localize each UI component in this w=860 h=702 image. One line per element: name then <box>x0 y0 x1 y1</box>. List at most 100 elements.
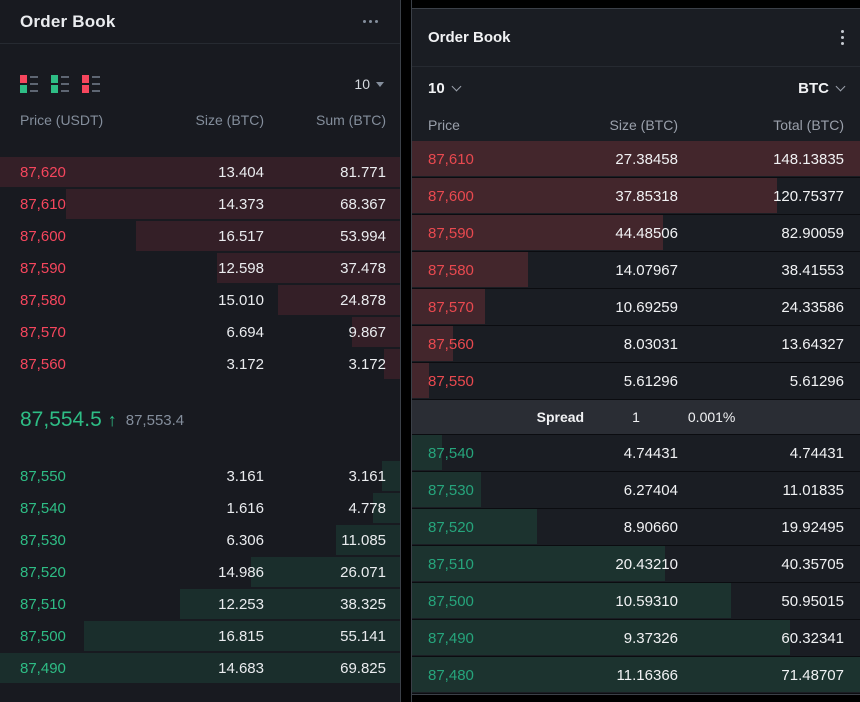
ask-row[interactable]: 87,560 3.172 3.172 <box>0 348 400 380</box>
size-cell: 14.373 <box>218 195 264 213</box>
sum-cell: 24.33586 <box>781 298 844 316</box>
order-book-layout-asks-icon[interactable] <box>82 75 100 93</box>
price-cell: 87,590 <box>20 259 66 277</box>
ask-row[interactable]: 87,580 14.07967 38.41553 <box>412 252 860 289</box>
ask-row[interactable]: 87,600 16.517 53.994 <box>0 220 400 252</box>
depth-bar <box>0 653 400 683</box>
size-cell: 6.306 <box>226 531 264 549</box>
price-cell: 87,520 <box>20 563 66 581</box>
depth-bar <box>412 657 860 692</box>
depth-dropdown[interactable]: 10 <box>428 80 462 97</box>
size-cell: 6.694 <box>226 323 264 341</box>
size-cell: 44.48506 <box>615 224 678 242</box>
size-cell: 1.616 <box>226 499 264 517</box>
precision-dropdown[interactable]: 10 <box>354 76 384 92</box>
bid-row[interactable]: 87,530 6.27404 11.01835 <box>412 472 860 509</box>
depth-bar <box>412 289 486 324</box>
depth-bar <box>136 221 400 251</box>
bid-row[interactable]: 87,540 4.74431 4.74431 <box>412 435 860 472</box>
ask-row[interactable]: 87,590 12.598 37.478 <box>0 252 400 284</box>
right-column-headers: Price Size (BTC) Total (BTC) <box>412 109 860 141</box>
spread-label: Spread <box>536 409 585 425</box>
size-column-header: Size (BTC) <box>609 117 678 133</box>
sum-cell: 11.01835 <box>782 481 844 499</box>
ask-row[interactable]: 87,550 5.61296 5.61296 <box>412 363 860 400</box>
price-cell: 87,520 <box>428 518 474 536</box>
more-options-icon[interactable] <box>361 16 380 27</box>
sum-cell: 81.771 <box>340 163 386 181</box>
chevron-down-icon <box>376 81 384 87</box>
sum-cell: 4.74431 <box>789 444 844 462</box>
size-cell: 27.38458 <box>615 150 678 168</box>
bid-row[interactable]: 87,500 16.815 55.141 <box>0 620 400 652</box>
ask-row[interactable]: 87,620 13.404 81.771 <box>0 156 400 188</box>
depth-bar <box>412 472 481 507</box>
price-cell: 87,550 <box>428 372 474 390</box>
bid-row[interactable]: 87,520 14.986 26.071 <box>0 556 400 588</box>
sum-cell: 55.141 <box>340 627 386 645</box>
left-column-headers: Price (USDT) Size (BTC) Sum (BTC) <box>0 100 400 140</box>
sum-cell: 68.367 <box>340 195 386 213</box>
unit-dropdown[interactable]: BTC <box>798 80 846 97</box>
price-cell: 87,590 <box>428 224 474 242</box>
order-book-layout-both-icon[interactable] <box>20 75 38 93</box>
bid-row[interactable]: 87,530 6.306 11.085 <box>0 524 400 556</box>
ask-row[interactable]: 87,600 37.85318 120.75377 <box>412 178 860 215</box>
size-cell: 12.253 <box>218 595 264 613</box>
size-cell: 8.90660 <box>623 518 678 536</box>
price-cell: 87,530 <box>20 531 66 549</box>
order-book-panel-left: Order Book <box>0 0 400 702</box>
kebab-menu-icon[interactable] <box>835 28 850 47</box>
price-cell: 87,490 <box>20 659 66 677</box>
price-cell: 87,580 <box>20 291 66 309</box>
price-cell: 87,540 <box>20 499 66 517</box>
price-cell: 87,570 <box>20 323 66 341</box>
panel-title: Order Book <box>20 11 116 31</box>
order-book-layout-bids-icon[interactable] <box>51 75 69 93</box>
ask-row[interactable]: 87,570 10.69259 24.33586 <box>412 289 860 326</box>
ask-row[interactable]: 87,560 8.03031 13.64327 <box>412 326 860 363</box>
depth-bar <box>412 363 430 398</box>
price-up-arrow-icon: ↑ <box>107 409 117 430</box>
bid-row[interactable]: 87,480 11.16366 71.48707 <box>412 657 860 694</box>
bid-row[interactable]: 87,520 8.90660 19.92495 <box>412 509 860 546</box>
depth-bar <box>412 546 666 581</box>
size-cell: 10.59310 <box>615 592 678 610</box>
bid-row[interactable]: 87,550 3.161 3.161 <box>0 460 400 492</box>
bid-row[interactable]: 87,510 12.253 38.325 <box>0 588 400 620</box>
ask-row[interactable]: 87,610 27.38458 148.13835 <box>412 141 860 178</box>
bid-row[interactable]: 87,540 1.616 4.778 <box>0 492 400 524</box>
spread-value: 1 <box>632 409 640 425</box>
sum-cell: 37.478 <box>340 259 386 277</box>
last-price-bar[interactable]: 87,554.5 ↑ 87,553.4 <box>0 380 400 460</box>
bid-row[interactable]: 87,500 10.59310 50.95015 <box>412 583 860 620</box>
ask-row[interactable]: 87,580 15.010 24.878 <box>0 284 400 316</box>
depth-bar <box>351 317 400 347</box>
size-cell: 14.07967 <box>615 261 678 279</box>
depth-bar <box>84 621 400 651</box>
price-cell: 87,490 <box>428 629 474 647</box>
price-cell: 87,550 <box>20 467 66 485</box>
size-column-header: Size (BTC) <box>195 112 264 128</box>
price-cell: 87,500 <box>428 592 474 610</box>
bid-row[interactable]: 87,510 20.43210 40.35705 <box>412 546 860 583</box>
depth-bar <box>412 178 778 213</box>
bid-row[interactable]: 87,490 9.37326 60.32341 <box>412 620 860 657</box>
left-controls-bar: 10 <box>0 68 400 100</box>
depth-bar <box>65 189 400 219</box>
bid-row[interactable]: 87,490 14.683 69.825 <box>0 652 400 684</box>
chevron-down-icon <box>451 81 462 91</box>
depth-bar <box>412 141 860 176</box>
sum-cell: 5.61296 <box>789 372 844 390</box>
size-cell: 12.598 <box>218 259 264 277</box>
size-cell: 3.161 <box>226 467 264 485</box>
price-cell: 87,560 <box>428 335 474 353</box>
depth-bar <box>412 435 442 470</box>
ask-row[interactable]: 87,590 44.48506 82.90059 <box>412 215 860 252</box>
ask-row[interactable]: 87,610 14.373 68.367 <box>0 188 400 220</box>
ask-row[interactable]: 87,570 6.694 9.867 <box>0 316 400 348</box>
sum-cell: 11.085 <box>341 531 386 549</box>
bids-list: 87,550 3.161 3.161 87,540 1.616 4.778 87,530 6.… <box>0 460 400 684</box>
window-gap-bottom <box>412 695 860 702</box>
price-cell: 87,580 <box>428 261 474 279</box>
